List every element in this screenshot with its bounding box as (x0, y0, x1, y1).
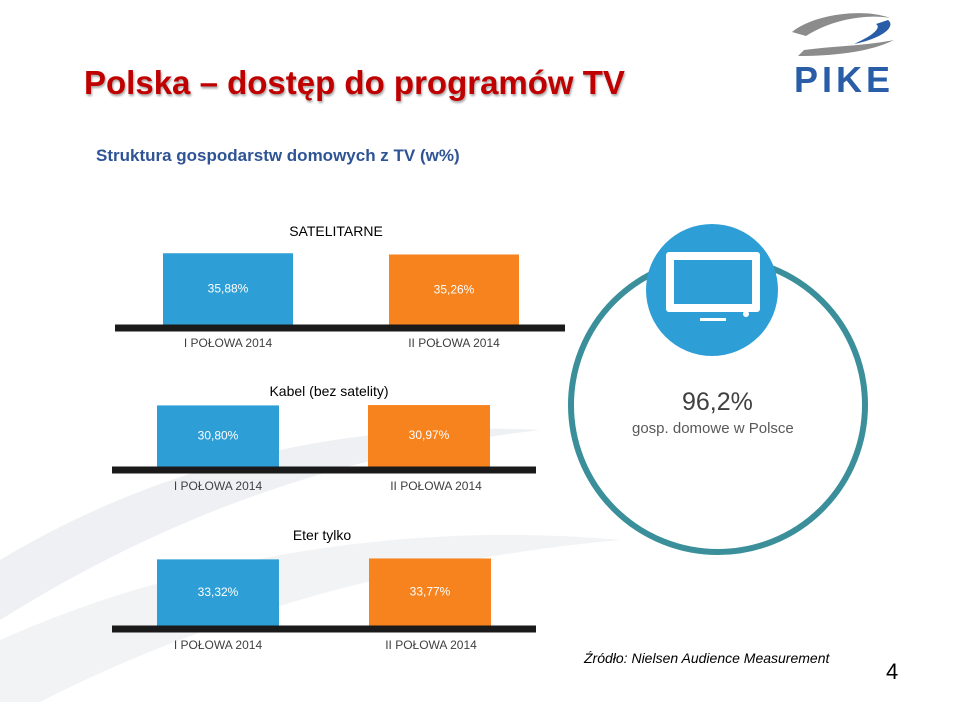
data-label: 30,97% (409, 428, 450, 442)
bar (163, 253, 293, 325)
data-label: 33,32% (198, 585, 239, 599)
bar (157, 559, 279, 626)
category-label: I POŁOWA 2014 (184, 336, 273, 350)
category-label: II POŁOWA 2014 (385, 638, 477, 652)
data-label: 35,26% (434, 282, 475, 296)
slide-title: Polska – dostęp do programów TV (84, 64, 625, 101)
category-label: I POŁOWA 2014 (174, 479, 263, 493)
category-label: I POŁOWA 2014 (174, 638, 263, 652)
bar (369, 558, 491, 626)
tv-monitor-icon (646, 224, 778, 356)
bar (368, 405, 490, 467)
tv-share-label: gosp. domowe w Polsce (632, 420, 794, 437)
bar (389, 254, 519, 325)
pike-logo: PIKE (792, 13, 894, 98)
data-label: 33,77% (410, 585, 451, 599)
data-label: 30,80% (198, 428, 239, 442)
slide-subtitle: Struktura gospodarstw domowych z TV (w%) (96, 146, 460, 165)
category-label: II POŁOWA 2014 (408, 336, 500, 350)
chart-title: SATELITARNE (289, 223, 383, 239)
tv-share-value: 96,2% (682, 388, 753, 416)
logo-text: PIKE (794, 59, 894, 98)
source-note: Źródło: Nielsen Audience Measurement (584, 650, 830, 666)
chart-title: Eter tylko (293, 527, 352, 543)
data-label: 35,88% (208, 282, 249, 296)
category-label: II POŁOWA 2014 (390, 479, 482, 493)
page-number: 4 (886, 659, 899, 684)
bar (157, 405, 279, 467)
chart-title: Kabel (bez satelity) (269, 383, 388, 399)
